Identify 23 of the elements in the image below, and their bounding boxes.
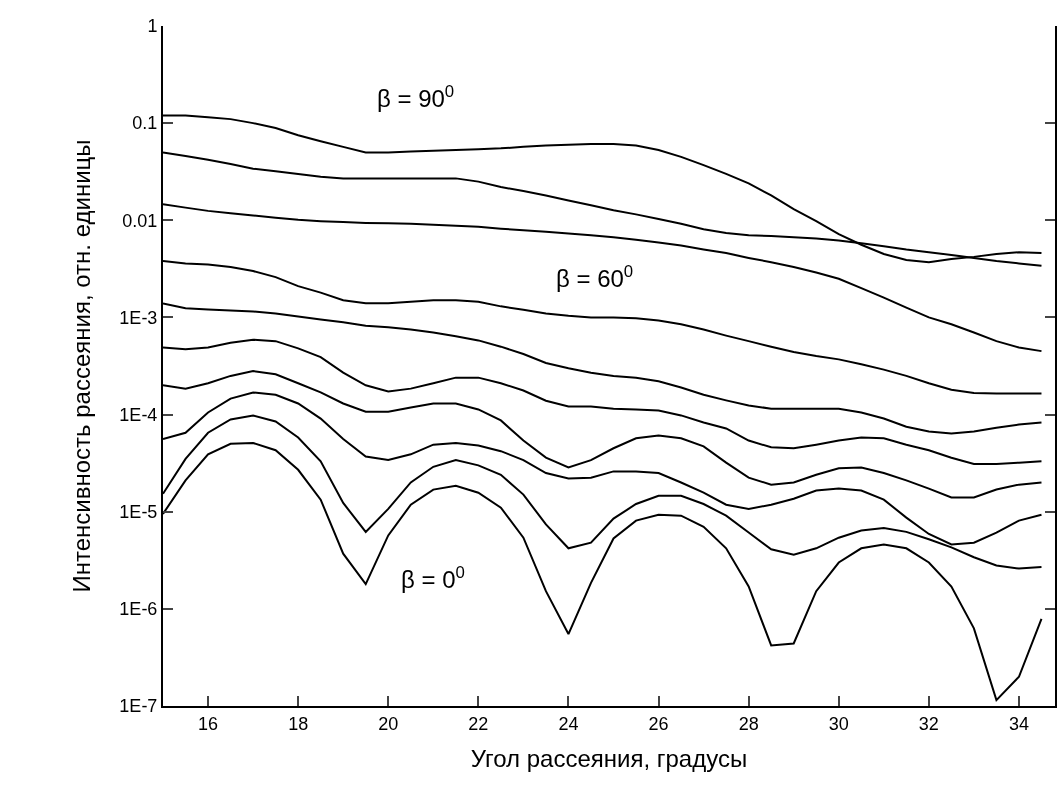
x-tick-label: 28	[738, 713, 759, 734]
y-tick-label: 1E-5	[119, 502, 158, 523]
y-tick-label: 1E-4	[119, 404, 158, 425]
annotation: β = 90$^{0}$	[377, 82, 455, 113]
y-tick-label: 1E-3	[119, 307, 158, 328]
annotation: β = 0$^{0}$	[401, 563, 465, 594]
x-tick-label: 26	[648, 713, 669, 734]
y-axis-title: Интенсивность рассеяния, отн. единицы	[67, 139, 95, 593]
y-tick-label: 1E-6	[119, 599, 158, 620]
x-tick-label: 32	[918, 713, 939, 734]
y-tick-label: 0.1	[132, 113, 158, 134]
annotation: β = 60$^{0}$	[556, 262, 634, 293]
x-tick-label: 22	[468, 713, 489, 734]
y-tick-label: 0.01	[122, 210, 158, 231]
x-tick-label: 18	[288, 713, 309, 734]
y-tick-label: 1E-7	[119, 696, 158, 717]
x-axis-title: Угол рассеяния, градусы	[470, 745, 748, 773]
x-tick-label: 30	[828, 713, 849, 734]
x-tick-label: 34	[1008, 713, 1029, 734]
x-tick-label: 20	[378, 713, 399, 734]
y-tick-label: 1	[147, 16, 158, 37]
x-tick-label: 16	[198, 713, 219, 734]
x-tick-label: 24	[558, 713, 579, 734]
